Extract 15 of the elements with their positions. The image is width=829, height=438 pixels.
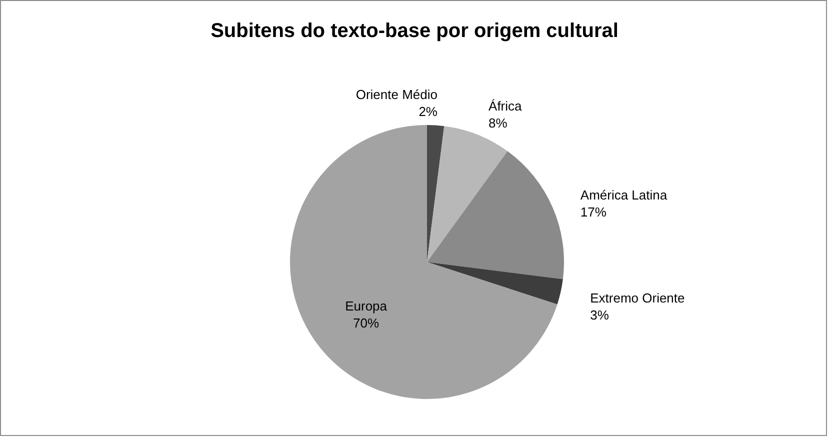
slice-label: Oriente Médio (356, 87, 438, 102)
slice-label: América Latina (580, 188, 668, 203)
data-label: 17% (580, 204, 607, 220)
data-label: 2% (418, 104, 438, 120)
pie-slice (427, 151, 564, 280)
pie-slice (427, 262, 563, 304)
data-label: 8% (488, 116, 508, 131)
pie-slice (427, 126, 508, 262)
slice-label: Europa (345, 298, 388, 314)
slice-label: Extremo Oriente (590, 290, 685, 306)
slice-label: África (488, 98, 523, 114)
pie-slice (427, 125, 444, 262)
chart-title: Subitens do texto-base por origem cultural (210, 20, 618, 42)
data-label: 70% (353, 315, 380, 330)
data-label: 3% (590, 307, 610, 322)
